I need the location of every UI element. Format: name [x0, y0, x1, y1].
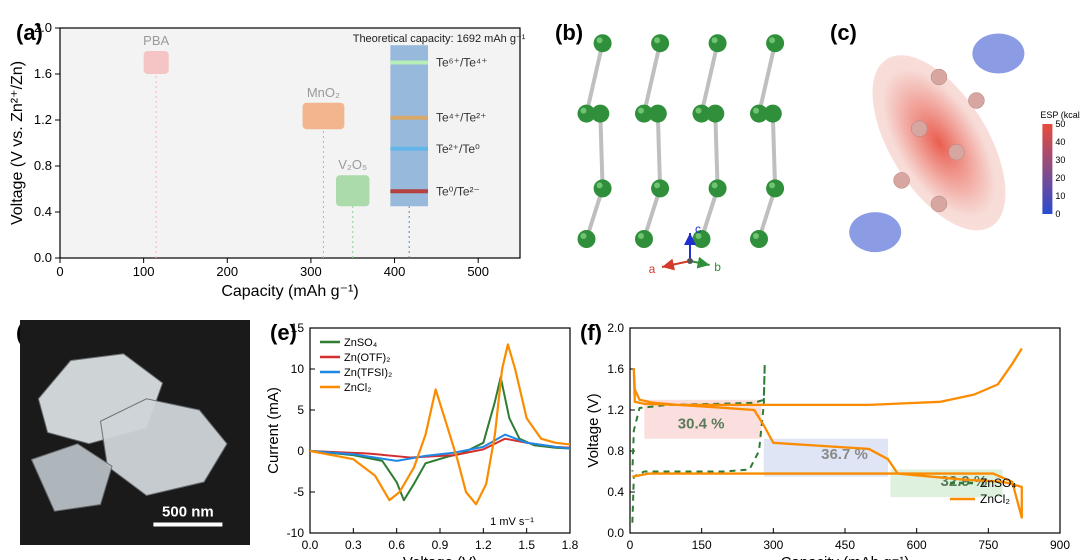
svg-text:b: b — [714, 260, 721, 274]
svg-text:ZnSO₄: ZnSO₄ — [344, 337, 378, 349]
svg-text:c: c — [695, 222, 701, 236]
svg-text:600: 600 — [907, 538, 927, 552]
panel-e-cv: 0.00.30.60.91.21.51.8-10-5051015Voltage … — [310, 328, 570, 533]
svg-text:Voltage (V): Voltage (V) — [403, 554, 477, 560]
svg-text:150: 150 — [692, 538, 712, 552]
svg-text:MnO₂: MnO₂ — [307, 85, 340, 100]
svg-text:Theoretical capacity: 1692 mAh: Theoretical capacity: 1692 mAh g⁻¹ — [353, 33, 526, 45]
svg-text:2.0: 2.0 — [34, 20, 52, 35]
svg-text:0.0: 0.0 — [302, 538, 319, 552]
svg-text:0: 0 — [56, 264, 63, 279]
svg-text:10: 10 — [1055, 191, 1065, 201]
svg-text:Capacity (mAh g⁻¹): Capacity (mAh g⁻¹) — [781, 554, 910, 560]
svg-text:a: a — [649, 262, 656, 276]
svg-text:0: 0 — [1055, 209, 1060, 219]
svg-text:0.0: 0.0 — [607, 526, 624, 540]
svg-text:1.6: 1.6 — [607, 362, 624, 376]
svg-text:Te⁴⁺/Te²⁺: Te⁴⁺/Te²⁺ — [436, 111, 487, 125]
svg-text:1.2: 1.2 — [34, 112, 52, 127]
svg-text:Current (mA): Current (mA) — [265, 387, 282, 474]
svg-text:0.8: 0.8 — [34, 158, 52, 173]
svg-text:PBA: PBA — [143, 33, 169, 48]
svg-text:Zn(OTF)₂: Zn(OTF)₂ — [344, 352, 390, 364]
svg-text:200: 200 — [216, 264, 238, 279]
svg-text:Capacity (mAh g⁻¹): Capacity (mAh g⁻¹) — [221, 283, 358, 300]
panel-label: (f) — [580, 320, 602, 346]
panel-c-esp: ESP (kcal/mol)50403020100 — [840, 30, 1060, 265]
svg-text:ZnSO₄: ZnSO₄ — [980, 476, 1016, 490]
svg-text:1.5: 1.5 — [518, 538, 535, 552]
svg-text:40: 40 — [1055, 137, 1065, 147]
svg-text:0.4: 0.4 — [34, 204, 52, 219]
svg-text:500: 500 — [467, 264, 489, 279]
svg-text:500 nm: 500 nm — [162, 504, 214, 521]
panel-d-sem: 500 nm — [20, 320, 250, 545]
svg-text:15: 15 — [291, 321, 305, 335]
svg-text:0.0: 0.0 — [34, 250, 52, 265]
svg-text:Te⁶⁺/Te⁴⁺: Te⁶⁺/Te⁴⁺ — [436, 56, 487, 70]
svg-text:1.8: 1.8 — [562, 538, 579, 552]
svg-text:400: 400 — [384, 264, 406, 279]
svg-text:V₂O₅: V₂O₅ — [338, 157, 367, 172]
svg-text:Te²⁺/Te⁰: Te²⁺/Te⁰ — [436, 142, 480, 156]
svg-text:300: 300 — [300, 264, 322, 279]
svg-text:30.4 %: 30.4 % — [678, 415, 725, 432]
svg-text:0.6: 0.6 — [388, 538, 405, 552]
svg-text:900: 900 — [1050, 538, 1070, 552]
svg-text:0.4: 0.4 — [607, 485, 624, 499]
svg-text:750: 750 — [978, 538, 998, 552]
svg-text:0.9: 0.9 — [432, 538, 449, 552]
svg-text:Zn(TFSI)₂: Zn(TFSI)₂ — [344, 367, 392, 379]
svg-text:20: 20 — [1055, 173, 1065, 183]
svg-text:-5: -5 — [293, 485, 304, 499]
svg-text:1.6: 1.6 — [34, 66, 52, 81]
panel-a-chart: 01002003004005000.00.40.81.21.62.0Capaci… — [60, 28, 520, 258]
svg-text:5: 5 — [297, 403, 304, 417]
svg-text:100: 100 — [133, 264, 155, 279]
panel-b-structure: a b c — [575, 30, 805, 285]
svg-text:1.2: 1.2 — [607, 403, 624, 417]
svg-text:Voltage (V): Voltage (V) — [585, 393, 602, 467]
svg-text:0.8: 0.8 — [607, 444, 624, 458]
svg-text:10: 10 — [291, 362, 305, 376]
svg-text:50: 50 — [1055, 119, 1065, 129]
svg-text:-10: -10 — [287, 526, 305, 540]
svg-text:ZnCl₂: ZnCl₂ — [344, 382, 372, 394]
svg-text:0: 0 — [627, 538, 634, 552]
svg-text:Voltage (V vs. Zn²⁺/Zn): Voltage (V vs. Zn²⁺/Zn) — [9, 61, 26, 225]
svg-text:2.0: 2.0 — [607, 321, 624, 335]
svg-text:1.2: 1.2 — [475, 538, 492, 552]
svg-text:450: 450 — [835, 538, 855, 552]
svg-text:30: 30 — [1055, 155, 1065, 165]
svg-text:0: 0 — [297, 444, 304, 458]
svg-text:Te⁰/Te²⁻: Te⁰/Te²⁻ — [436, 184, 480, 198]
svg-text:0.3: 0.3 — [345, 538, 362, 552]
svg-text:ZnCl₂: ZnCl₂ — [980, 492, 1010, 506]
svg-text:1 mV s⁻¹: 1 mV s⁻¹ — [490, 516, 534, 528]
panel-f-gcd: 01503004506007509000.00.40.81.21.62.0Cap… — [630, 328, 1060, 533]
svg-text:300: 300 — [763, 538, 783, 552]
